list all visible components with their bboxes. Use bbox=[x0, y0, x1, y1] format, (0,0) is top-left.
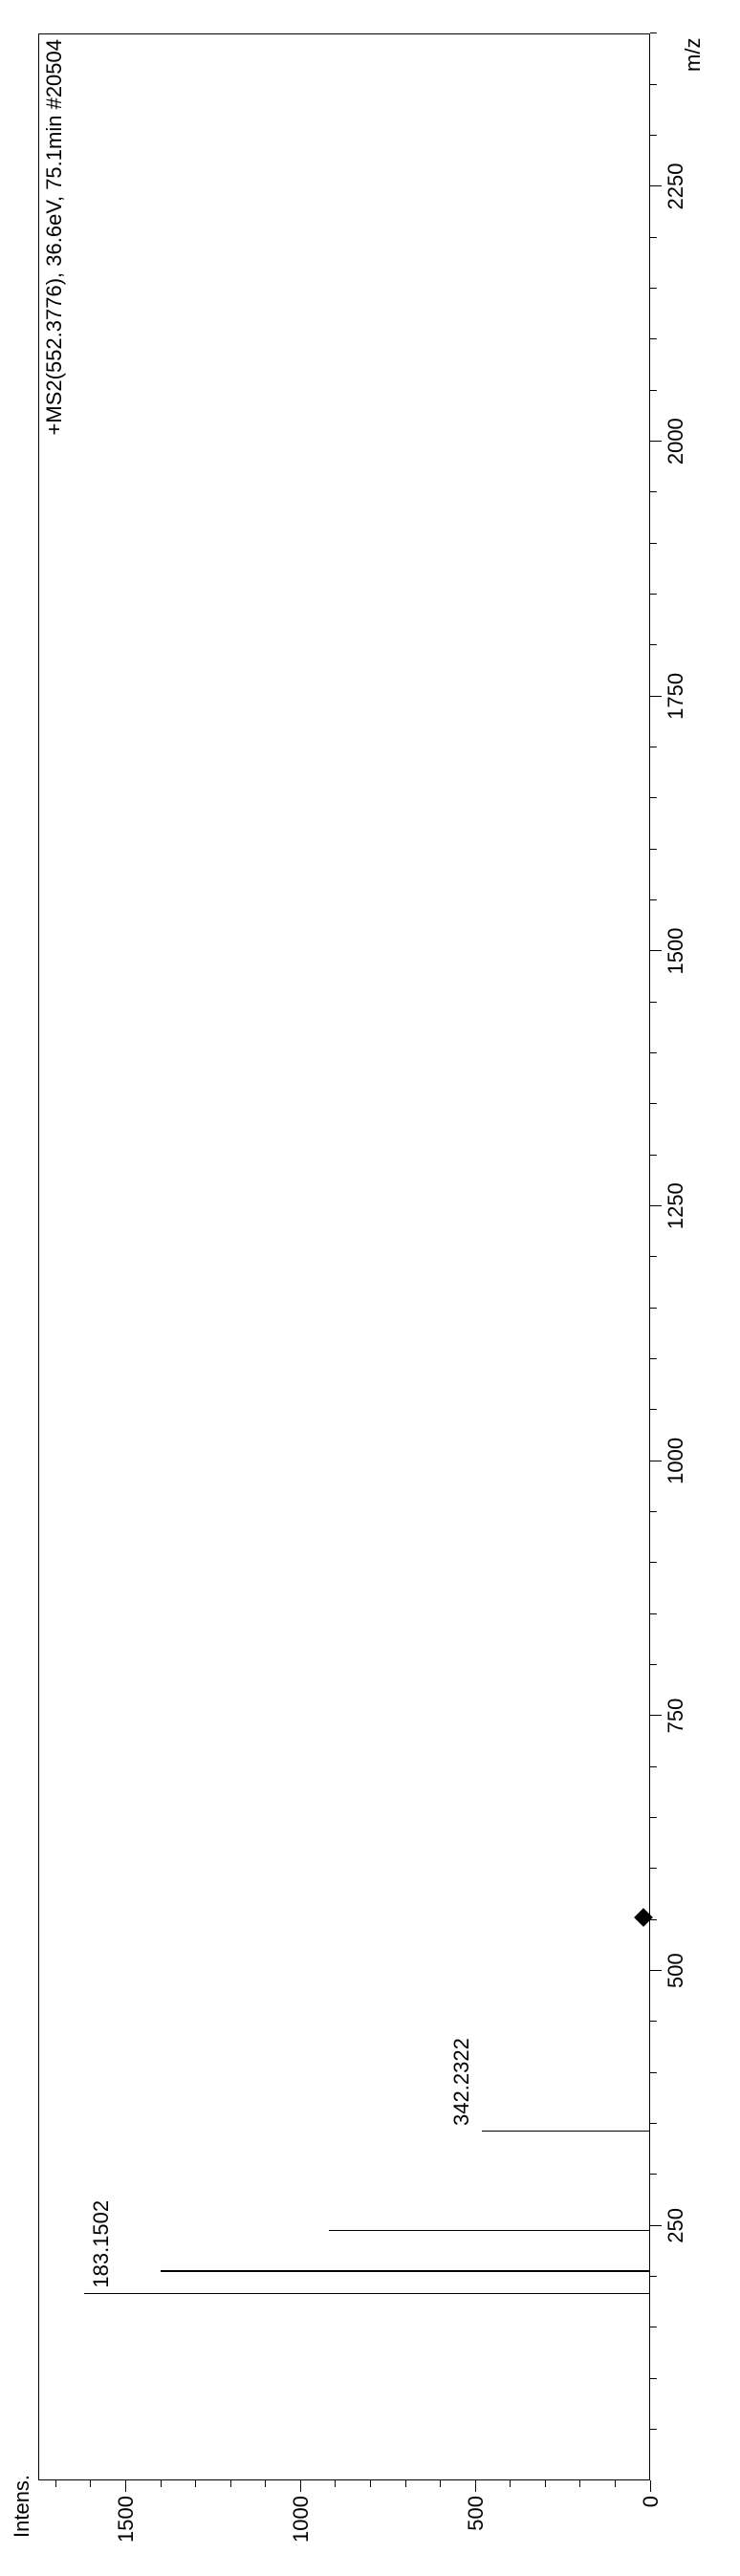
y-minor-tick bbox=[510, 2480, 511, 2487]
x-minor-tick bbox=[650, 543, 657, 544]
x-minor-tick bbox=[650, 2175, 657, 2176]
chart-header: +MS2(552.3776), 36.6eV, 75.1min #20504 bbox=[42, 39, 67, 435]
x-minor-tick bbox=[650, 849, 657, 850]
y-minor-tick bbox=[545, 2480, 546, 2487]
y-minor-tick bbox=[195, 2480, 196, 2487]
x-minor-tick bbox=[650, 1919, 657, 1920]
x-minor-tick bbox=[650, 1155, 657, 1156]
y-tick-label: 1500 bbox=[114, 2496, 139, 2543]
x-minor-tick bbox=[650, 1511, 657, 1512]
x-minor-tick bbox=[650, 594, 657, 595]
x-minor-tick bbox=[650, 1613, 657, 1614]
x-minor-tick bbox=[650, 1308, 657, 1309]
x-minor-tick bbox=[650, 2276, 657, 2277]
x-major-tick bbox=[650, 441, 662, 442]
peak bbox=[482, 2131, 650, 2132]
spectrum-page: +MS2(552.3776), 36.6eV, 75.1min #20504 In… bbox=[0, 0, 740, 2576]
x-major-tick bbox=[650, 186, 662, 187]
x-tick-label: 2250 bbox=[664, 163, 688, 210]
x-minor-tick bbox=[650, 2429, 657, 2430]
x-tick-label: 1500 bbox=[664, 928, 688, 975]
x-minor-tick bbox=[650, 2378, 657, 2379]
y-axis-label: Intens. bbox=[10, 2475, 34, 2538]
y-major-tick bbox=[475, 2480, 476, 2492]
y-minor-tick bbox=[90, 2480, 91, 2487]
x-major-tick bbox=[650, 1716, 662, 1717]
x-minor-tick bbox=[650, 288, 657, 289]
plot-frame bbox=[38, 33, 650, 2480]
y-major-tick bbox=[125, 2480, 126, 2492]
x-tick-label: 1000 bbox=[664, 1438, 688, 1484]
x-minor-tick bbox=[650, 645, 657, 646]
peak bbox=[161, 2270, 650, 2272]
x-minor-tick bbox=[650, 339, 657, 340]
y-major-tick bbox=[300, 2480, 301, 2492]
y-tick-label: 1000 bbox=[289, 2496, 314, 2543]
x-minor-tick bbox=[650, 1052, 657, 1053]
x-tick-label: 750 bbox=[664, 1699, 688, 1734]
y-minor-tick bbox=[161, 2480, 162, 2487]
y-minor-tick bbox=[440, 2480, 441, 2487]
y-minor-tick bbox=[405, 2480, 406, 2487]
x-minor-tick bbox=[650, 33, 657, 34]
x-minor-tick bbox=[650, 492, 657, 493]
x-major-tick bbox=[650, 951, 662, 952]
x-minor-tick bbox=[650, 1664, 657, 1665]
x-minor-tick bbox=[650, 798, 657, 799]
y-tick-label: 0 bbox=[639, 2496, 664, 2507]
x-minor-tick bbox=[650, 237, 657, 238]
x-minor-tick bbox=[650, 135, 657, 136]
x-minor-tick bbox=[650, 390, 657, 391]
x-minor-tick bbox=[650, 2327, 657, 2328]
x-minor-tick bbox=[650, 2072, 657, 2073]
x-minor-tick bbox=[650, 899, 657, 900]
y-major-tick bbox=[650, 2480, 651, 2492]
x-minor-tick bbox=[650, 2123, 657, 2124]
y-minor-tick bbox=[55, 2480, 56, 2487]
peak bbox=[329, 2230, 650, 2232]
x-major-tick bbox=[650, 1970, 662, 1971]
x-tick-label: 500 bbox=[664, 1953, 688, 1988]
x-minor-tick bbox=[650, 1766, 657, 1767]
x-minor-tick bbox=[650, 1104, 657, 1105]
x-axis-label: m/z bbox=[681, 38, 706, 72]
x-tick-label: 1750 bbox=[664, 673, 688, 720]
peak bbox=[84, 2293, 650, 2295]
x-major-tick bbox=[650, 2225, 662, 2226]
x-minor-tick bbox=[650, 1817, 657, 1818]
x-minor-tick bbox=[650, 1358, 657, 1359]
x-minor-tick bbox=[650, 1002, 657, 1003]
peak-label: 183.1502 bbox=[89, 2200, 114, 2288]
x-major-tick bbox=[650, 696, 662, 697]
y-minor-tick bbox=[579, 2480, 580, 2487]
x-minor-tick bbox=[650, 1563, 657, 1564]
y-minor-tick bbox=[265, 2480, 266, 2487]
x-minor-tick bbox=[650, 84, 657, 85]
y-minor-tick bbox=[370, 2480, 371, 2487]
x-tick-label: 2000 bbox=[664, 418, 688, 465]
x-minor-tick bbox=[650, 1869, 657, 1870]
spectrum-canvas: +MS2(552.3776), 36.6eV, 75.1min #20504 In… bbox=[0, 0, 740, 2576]
x-minor-tick bbox=[650, 1257, 657, 1258]
x-minor-tick bbox=[650, 1410, 657, 1411]
y-tick-label: 500 bbox=[464, 2496, 489, 2531]
peak-label: 342.2322 bbox=[449, 2038, 474, 2126]
x-major-tick bbox=[650, 1205, 662, 1206]
x-tick-label: 1250 bbox=[664, 1182, 688, 1229]
y-minor-tick bbox=[335, 2480, 336, 2487]
y-minor-tick bbox=[615, 2480, 616, 2487]
y-minor-tick bbox=[230, 2480, 231, 2487]
x-tick-label: 250 bbox=[664, 2208, 688, 2243]
x-minor-tick bbox=[650, 2022, 657, 2023]
